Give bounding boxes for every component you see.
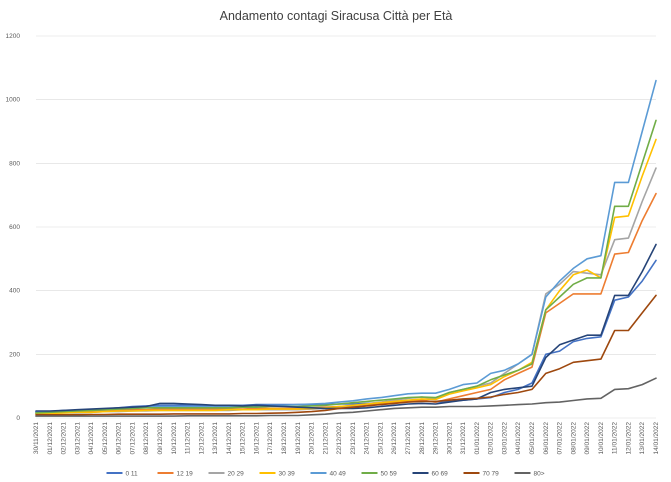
- y-tick-label: 200: [9, 351, 20, 358]
- x-tick-label: 07/01/2022: [557, 422, 564, 455]
- y-tick-label: 0: [16, 415, 20, 422]
- y-axis-tick-labels: 0 200 400 600 800 1000 1200: [6, 33, 21, 422]
- x-tick-label: 15/12/2021: [240, 422, 247, 455]
- y-tick-label: 1200: [6, 33, 21, 40]
- x-tick-label: 10/01/2022: [598, 422, 605, 455]
- y-tick-label: 800: [9, 160, 20, 167]
- y-tick-label: 1000: [6, 97, 21, 104]
- x-tick-label: 14/01/2022: [653, 422, 660, 455]
- legend-label: 40 49: [330, 470, 347, 477]
- x-tick-label: 02/12/2021: [61, 422, 68, 455]
- x-tick-label: 31/12/2021: [460, 422, 467, 455]
- series-line-3: [35, 138, 657, 415]
- series-line-4: [35, 79, 657, 414]
- x-tick-label: 25/12/2021: [377, 422, 384, 455]
- x-tick-label: 22/12/2021: [336, 422, 343, 455]
- y-tick-label: 400: [9, 288, 20, 295]
- x-tick-label: 08/01/2022: [570, 422, 577, 455]
- x-tick-label: 10/12/2021: [171, 422, 178, 455]
- x-tick-label: 12/12/2021: [198, 422, 205, 455]
- x-tick-label: 02/01/2022: [488, 422, 495, 455]
- x-tick-label: 30/11/2021: [33, 422, 40, 454]
- x-tick-label: 18/12/2021: [281, 422, 288, 455]
- x-tick-label: 01/01/2022: [474, 422, 481, 455]
- x-tick-label: 09/12/2021: [157, 422, 164, 455]
- x-tick-label: 19/12/2021: [295, 422, 302, 455]
- x-tick-label: 28/12/2021: [419, 422, 426, 455]
- x-tick-label: 24/12/2021: [364, 422, 371, 455]
- series-lines: [35, 79, 657, 417]
- series-line-5: [35, 119, 657, 414]
- x-tick-label: 06/01/2022: [543, 422, 550, 455]
- gridlines: [36, 35, 656, 419]
- x-tick-label: 14/12/2021: [226, 422, 233, 455]
- x-axis-tick-labels: 30/11/2021 01/12/2021 02/12/2021 03/12/2021…: [33, 422, 660, 455]
- x-tick-label: 03/01/2022: [501, 422, 508, 455]
- x-tick-label: 27/12/2021: [405, 422, 412, 455]
- legend-label: 0 11: [126, 470, 139, 477]
- series-line-1: [35, 192, 657, 415]
- x-tick-label: 11/12/2021: [185, 422, 192, 454]
- x-tick-label: 05/12/2021: [102, 422, 109, 455]
- series-line-6: [35, 243, 657, 412]
- legend: 0 11 12 19 20 29 30 39 40 49 50 59 60 69 70 79 8…: [106, 470, 545, 477]
- x-tick-label: 17/12/2021: [267, 422, 274, 455]
- legend-label: 60 69: [432, 470, 449, 477]
- chart-title: Andamento contagi Siracusa Città per Età: [220, 9, 453, 23]
- x-tick-label: 21/12/2021: [322, 422, 329, 455]
- series-line-0: [35, 259, 657, 413]
- x-tick-label: 26/12/2021: [391, 422, 398, 455]
- x-tick-label: 30/12/2021: [446, 422, 453, 455]
- x-tick-label: 12/01/2022: [625, 422, 632, 455]
- legend-label: 50 59: [381, 470, 398, 477]
- x-tick-label: 04/12/2021: [88, 422, 95, 455]
- legend-label: 80>: [534, 470, 545, 477]
- y-tick-label: 600: [9, 224, 20, 231]
- x-tick-label: 08/12/2021: [143, 422, 150, 455]
- series-line-8: [35, 377, 657, 417]
- x-tick-label: 03/12/2021: [74, 422, 81, 455]
- x-tick-label: 16/12/2021: [253, 422, 260, 455]
- x-tick-label: 23/12/2021: [350, 422, 357, 455]
- x-tick-label: 13/12/2021: [212, 422, 219, 455]
- x-tick-label: 04/01/2022: [515, 422, 522, 455]
- x-tick-label: 11/01/2022: [612, 422, 619, 454]
- x-tick-label: 13/01/2022: [639, 422, 646, 455]
- x-tick-label: 07/12/2021: [129, 422, 136, 455]
- legend-label: 12 19: [177, 470, 194, 477]
- legend-label: 20 29: [228, 470, 245, 477]
- legend-label: 70 79: [483, 470, 500, 477]
- x-tick-label: 09/01/2022: [584, 422, 591, 455]
- series-line-7: [35, 294, 657, 416]
- x-tick-label: 06/12/2021: [116, 422, 123, 455]
- x-tick-label: 29/12/2021: [433, 422, 440, 455]
- x-tick-label: 01/12/2021: [47, 422, 54, 455]
- x-tick-label: 20/12/2021: [309, 422, 316, 455]
- legend-label: 30 39: [279, 470, 296, 477]
- x-tick-label: 05/01/2022: [529, 422, 536, 455]
